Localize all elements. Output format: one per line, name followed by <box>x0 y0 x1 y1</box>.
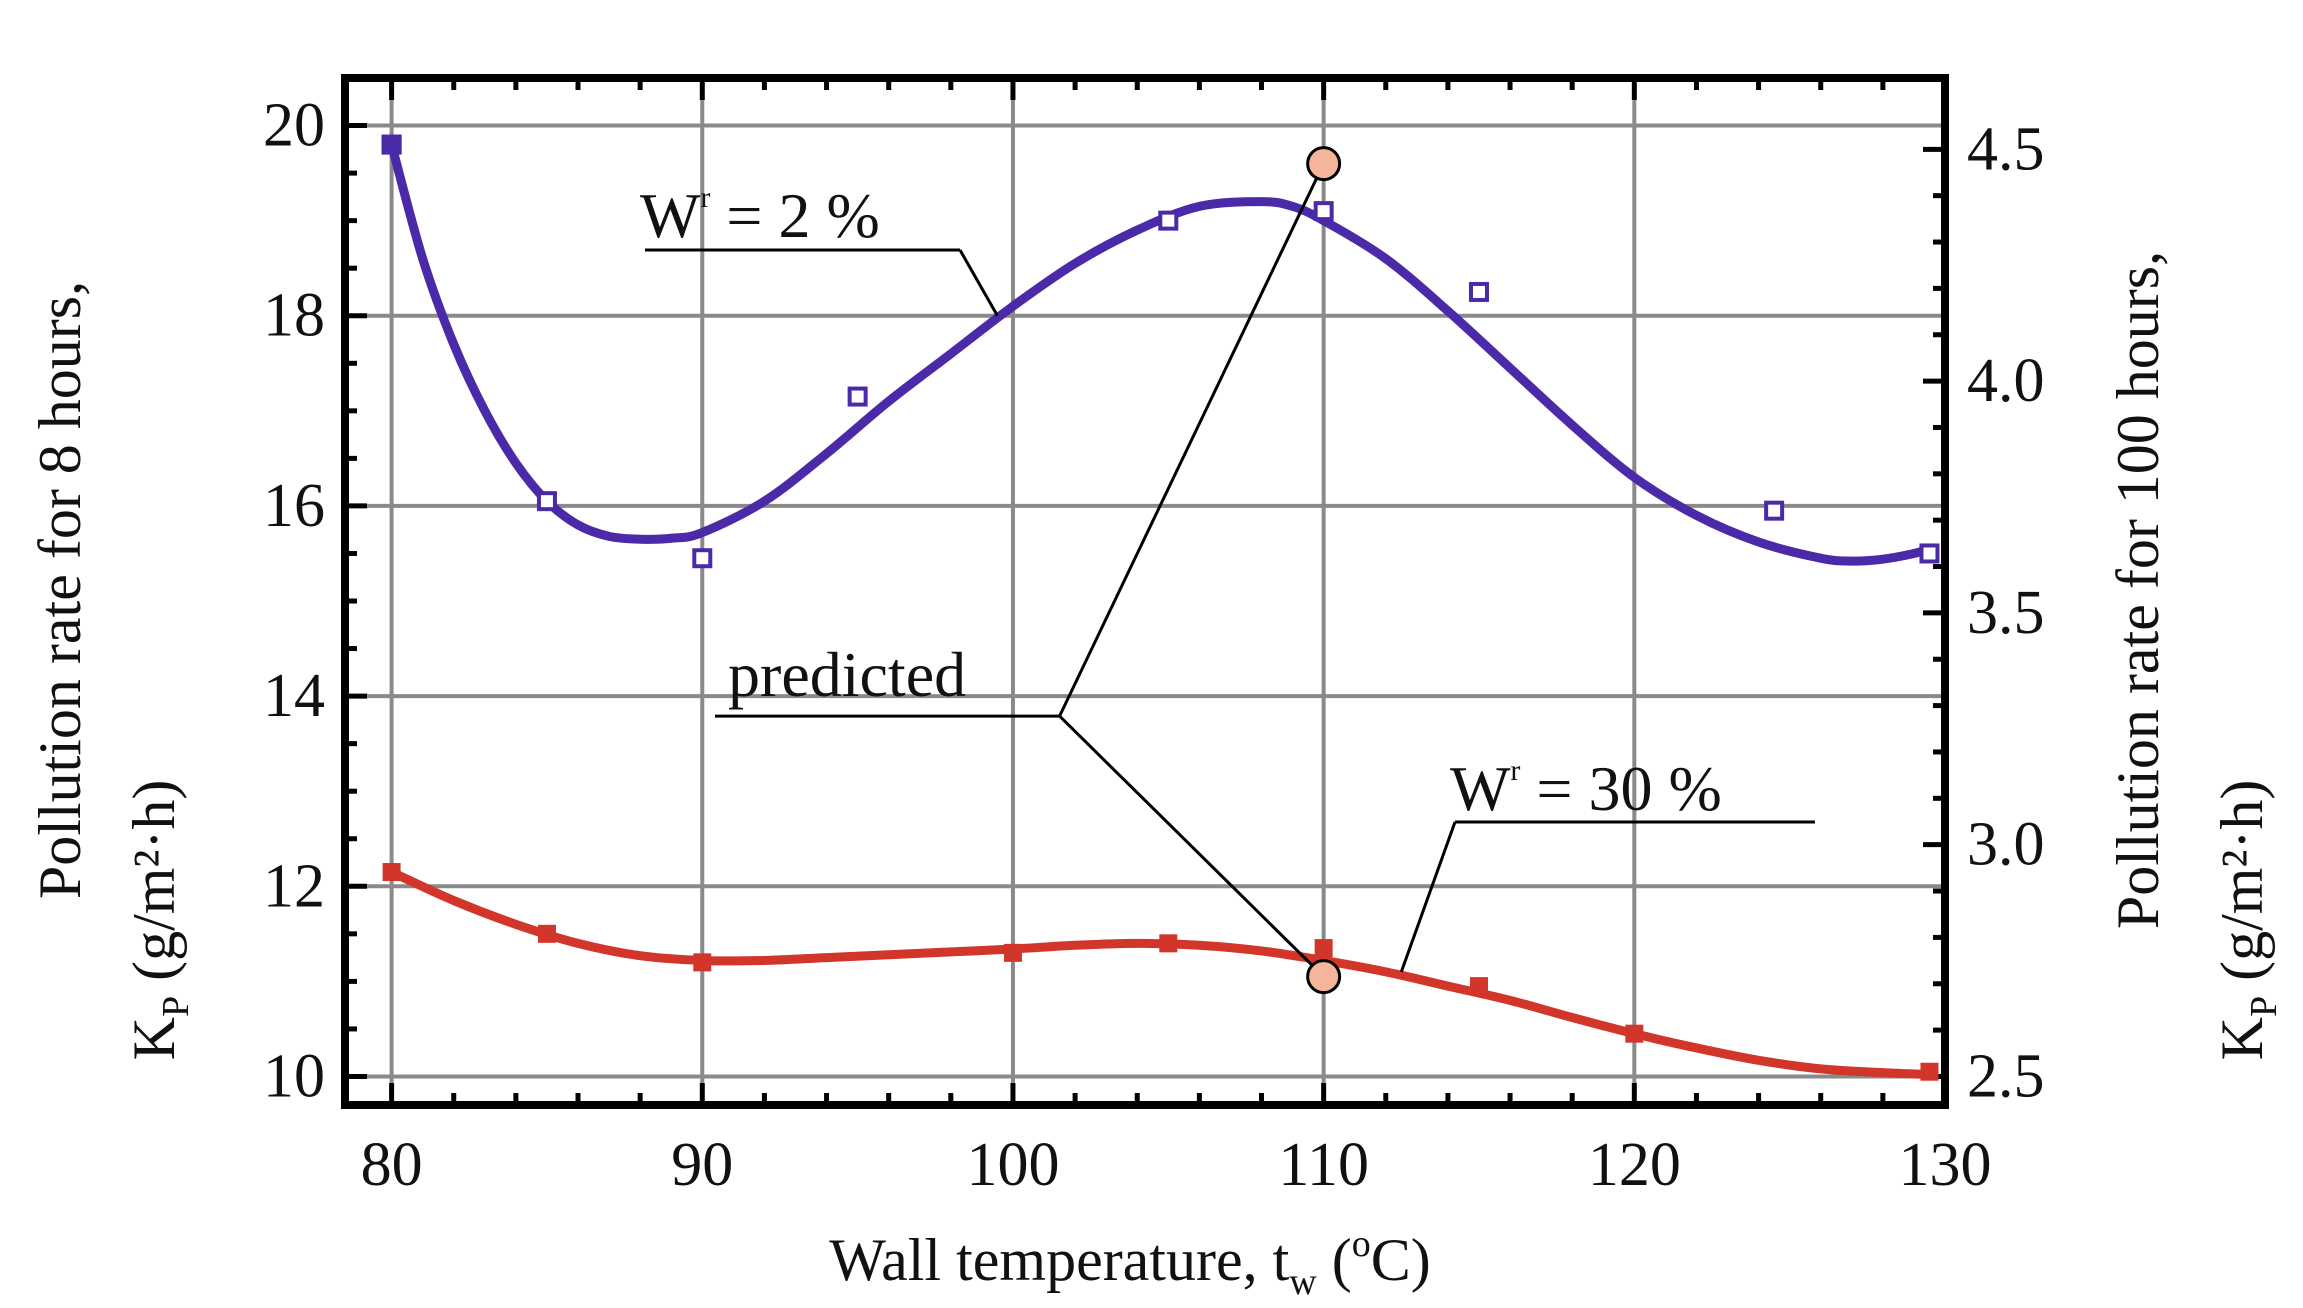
data-point-series-1 <box>1469 977 1488 996</box>
data-point-series-1 <box>693 953 712 972</box>
data-point-series-1 <box>1159 934 1178 953</box>
plot-frame <box>341 74 1949 1109</box>
x-tick-label: 90 <box>671 1131 733 1199</box>
data-point-series-0-first <box>381 134 402 155</box>
annotation-leaders <box>645 162 1815 978</box>
data-point-predicted <box>1306 146 1342 182</box>
label-predicted: predicted <box>728 639 966 710</box>
data-point-series-0 <box>1919 543 1940 564</box>
data-point-series-1 <box>1314 939 1333 958</box>
x-tick-label: 110 <box>1278 1131 1369 1199</box>
tick-labels: 80 90 100 110 120 130 10 12 14 16 18 20 2.5 3.0 3.5 4.0… <box>263 92 2045 1199</box>
y-left-tick-label: 16 <box>263 472 325 540</box>
y-left-tick-label: 14 <box>263 662 325 730</box>
data-point-series-0 <box>1313 201 1334 222</box>
y-right-tick-label: 3.0 <box>1967 811 2045 879</box>
data-point-predicted <box>1306 959 1342 995</box>
data-point-series-1 <box>1625 1024 1644 1043</box>
data-point-series-0 <box>536 491 557 512</box>
data-point-series-1 <box>537 924 556 943</box>
x-tick-label: 80 <box>361 1131 423 1199</box>
data-point-series-1 <box>1920 1062 1939 1081</box>
y-left-tick-label: 20 <box>263 92 325 160</box>
data-point-series-0 <box>692 548 713 569</box>
y-right-tick-label: 3.5 <box>1967 579 2045 647</box>
y-left-axis-title-line2: KP (g/m²·h) <box>121 780 197 1061</box>
leader-w2 <box>958 249 999 317</box>
x-tick-label: 120 <box>1588 1131 1681 1199</box>
series-line-0 <box>387 140 1934 566</box>
y-left-tick-label: 12 <box>263 852 325 920</box>
leader-predicted-top <box>1058 162 1325 717</box>
data-point-series-1 <box>382 863 401 882</box>
data-point-series-0 <box>1764 500 1785 521</box>
y-right-tick-label: 2.5 <box>1967 1042 2045 1110</box>
label-series-w2: Wr = 2 % <box>640 180 880 251</box>
y-right-tick-label: 4.5 <box>1967 115 2045 183</box>
label-series-w30: Wr = 30 % <box>1450 753 1722 824</box>
y-right-axis-title-line2: KP (g/m²·h) <box>2209 780 2285 1061</box>
data-point-series-0 <box>1158 210 1179 231</box>
y-left-axis-title-line1: Pollution rate for 8 hours, <box>27 281 93 899</box>
leader-w30 <box>1399 821 1457 973</box>
data-point-series-0 <box>847 386 868 407</box>
grid <box>345 78 1945 1105</box>
y-left-tick-label: 18 <box>263 282 325 350</box>
series-line-1 <box>387 867 1934 1080</box>
tick-marks <box>345 78 1948 1105</box>
data-point-series-0 <box>1468 281 1489 302</box>
leader-predicted-bottom <box>1058 715 1325 978</box>
x-tick-label: 100 <box>966 1131 1059 1199</box>
y-right-axis-title-line1: Pollution rate for 100 hours, <box>2105 251 2171 929</box>
y-right-tick-label: 4.0 <box>1967 347 2045 415</box>
data-point-series-1 <box>1003 943 1022 962</box>
markers <box>381 134 1940 1081</box>
y-left-tick-label: 10 <box>263 1042 325 1110</box>
x-tick-label: 130 <box>1899 1131 1992 1199</box>
x-axis-title: Wall temperature, tw (oC) <box>829 1223 1430 1303</box>
